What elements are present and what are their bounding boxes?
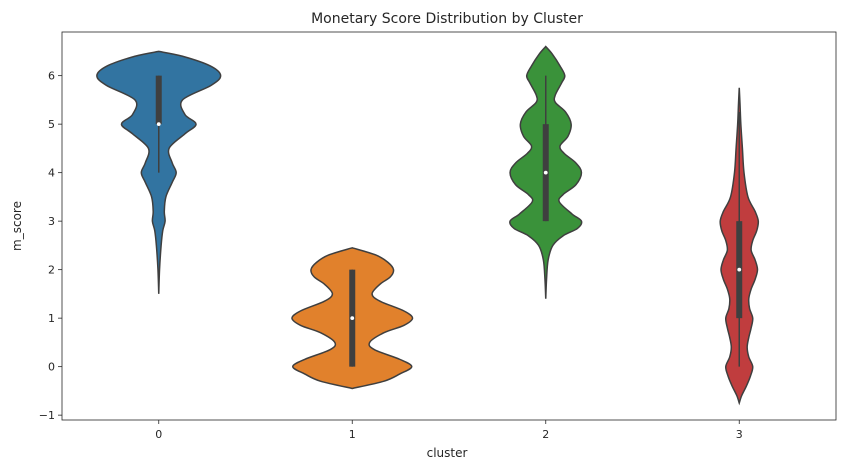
violin-cluster-3	[719, 87, 760, 406]
y-tick-label: 4	[48, 167, 55, 180]
x-axis-ticks: 0 1 2 3	[155, 420, 743, 441]
x-tick-label: 2	[542, 428, 549, 441]
y-tick-label: −1	[39, 409, 55, 422]
x-tick-label: 3	[736, 428, 743, 441]
plot-area	[96, 45, 760, 406]
violin-median	[737, 267, 742, 272]
y-tick-label: 0	[48, 361, 55, 374]
plot-frame	[61, 31, 837, 421]
violin-cluster-1	[291, 247, 414, 390]
violin-cluster-0	[96, 50, 222, 294]
y-tick-label: 2	[48, 264, 55, 277]
violin-iqr-box	[155, 75, 162, 125]
y-axis-label: m_score	[10, 201, 24, 251]
y-tick-label: 3	[48, 215, 55, 228]
x-tick-label: 0	[155, 428, 162, 441]
y-tick-label: 5	[48, 118, 55, 131]
violin-median	[350, 316, 355, 321]
violin-median	[543, 170, 548, 175]
x-axis-label: cluster	[427, 446, 468, 460]
y-axis-ticks: −1 0 1 2 3 4 5 6	[39, 70, 62, 422]
y-tick-label: 6	[48, 70, 55, 83]
violin-median	[156, 122, 161, 127]
y-tick-label: 1	[48, 312, 55, 325]
violin-cluster-2	[509, 45, 583, 299]
x-tick-label: 1	[349, 428, 356, 441]
chart-title: Monetary Score Distribution by Cluster	[311, 11, 583, 27]
